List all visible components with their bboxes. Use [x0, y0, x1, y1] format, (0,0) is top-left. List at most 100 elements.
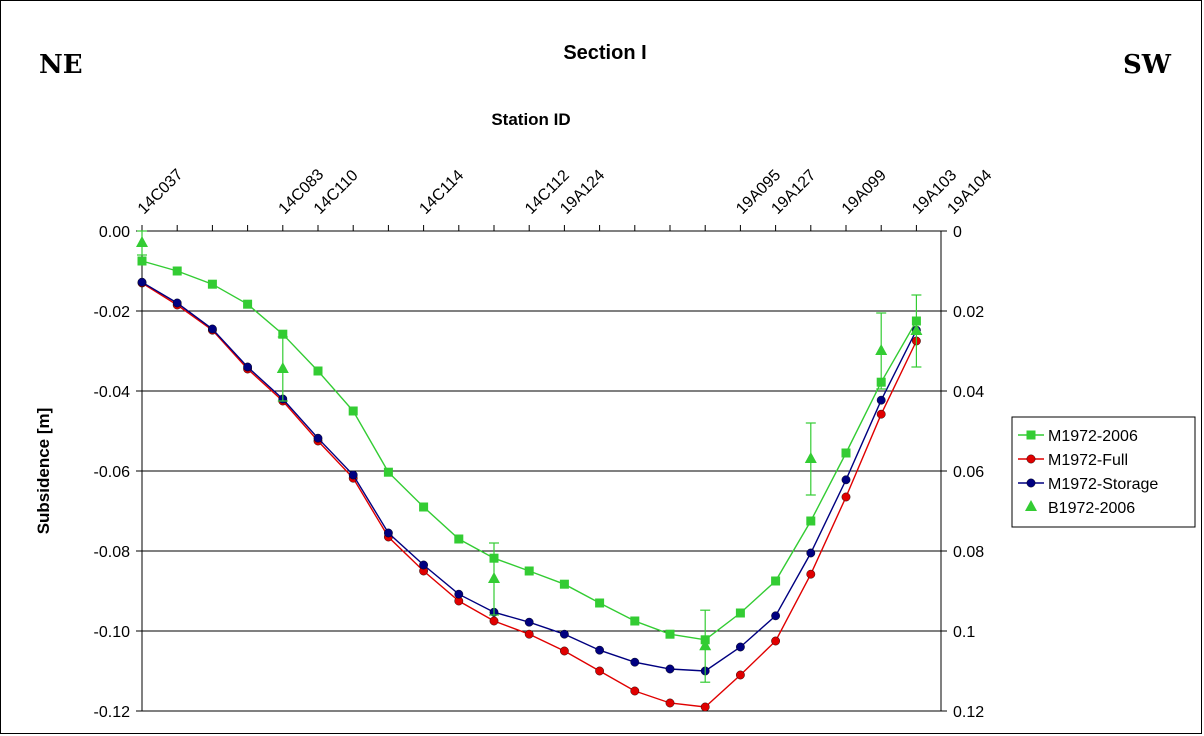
point-marker [665, 698, 675, 708]
series-line [141, 281, 918, 672]
point-marker [348, 406, 358, 416]
point-marker [454, 589, 464, 599]
point-marker [841, 448, 851, 458]
point-marker [595, 598, 605, 608]
y-tick-label-right: 0.1 [953, 624, 975, 641]
point-marker [137, 277, 147, 287]
legend-item: B1972-2006 [1025, 500, 1135, 517]
point-marker [524, 617, 534, 627]
legend: M1972-2006 M1972-Full M1972-Storage B1972-2… [1011, 416, 1196, 528]
point-marker [736, 670, 745, 680]
point-marker [630, 657, 640, 667]
point-marker [172, 298, 182, 308]
legend-label: M1972-2006 [1048, 428, 1138, 445]
y-tick-label-left: 0.00 [99, 224, 130, 241]
point-marker [699, 639, 712, 651]
point-marker [806, 548, 816, 558]
series-line [141, 282, 918, 708]
y-tick-label-right: 0.04 [953, 384, 984, 401]
point-marker [243, 299, 253, 309]
point-marker [875, 344, 888, 355]
point-marker [488, 572, 500, 583]
y-tick-label-left: -0.12 [94, 704, 131, 721]
legend-label: B1972-2006 [1048, 500, 1135, 517]
point-marker [207, 324, 217, 334]
grid-lines [142, 310, 941, 712]
y-tick-label-left: -0.06 [94, 464, 131, 481]
point-marker [560, 629, 569, 639]
point-marker [524, 566, 534, 576]
point-marker [276, 362, 289, 373]
legend-label: M1972-Full [1048, 452, 1128, 469]
ne-direction-label: NE [39, 50, 83, 80]
point-marker [243, 362, 253, 372]
point-marker [876, 395, 886, 405]
station-label: 14C037 [135, 166, 187, 218]
point-marker [313, 366, 323, 376]
point-marker [806, 569, 816, 579]
station-label: 14C114 [416, 167, 467, 218]
point-marker [137, 256, 147, 266]
point-marker [735, 608, 745, 618]
point-marker [804, 452, 817, 463]
point-marker [560, 646, 569, 656]
axes: 0.00 0 -0.02 0.02 -0.04 0.04 -0.06 0.06 -0.08 0.0… [94, 166, 996, 721]
point-marker [489, 616, 499, 626]
point-marker [1025, 500, 1037, 511]
y-tick-label-right: 0.02 [953, 304, 984, 321]
point-marker [595, 666, 604, 676]
point-marker [172, 266, 182, 276]
y-tick-label-right: 0.08 [953, 544, 984, 561]
point-marker [595, 645, 604, 655]
point-marker [771, 611, 780, 621]
point-marker [876, 409, 886, 419]
point-marker [736, 642, 745, 652]
series-layer [136, 230, 923, 712]
point-marker [1026, 430, 1036, 440]
station-label: 19A099 [839, 167, 890, 218]
y-tick-label-right: 0 [953, 224, 962, 241]
point-marker [348, 470, 358, 480]
legend-item: M1972-Full [1018, 452, 1128, 469]
point-marker [207, 279, 217, 289]
point-marker [313, 433, 323, 443]
chart-title: Section I [563, 42, 646, 64]
y-tick-label-left: -0.04 [94, 384, 131, 401]
point-marker [806, 516, 816, 526]
series-b1972-2006 [136, 230, 923, 683]
y-tick-label-left: -0.10 [94, 624, 131, 641]
point-marker [419, 560, 428, 570]
series-m1972-2006 [137, 256, 921, 645]
point-marker [841, 492, 851, 502]
legend-item: M1972-2006 [1018, 428, 1138, 445]
y-tick-label-right: 0.06 [953, 464, 984, 481]
series-m1972-storage [137, 277, 921, 676]
legend-label: M1972-Storage [1048, 476, 1158, 493]
point-marker [278, 329, 288, 339]
point-marker [630, 686, 640, 696]
point-marker [559, 579, 569, 589]
point-marker [524, 629, 534, 639]
point-marker [665, 664, 675, 674]
point-marker [1026, 454, 1036, 464]
point-marker [454, 534, 464, 544]
y-tick-label-left: -0.02 [94, 304, 131, 321]
series-line [141, 260, 918, 641]
point-marker [630, 616, 640, 626]
station-axis-title: Station ID [491, 110, 570, 129]
y-tick-label-left: -0.08 [94, 544, 131, 561]
point-marker [771, 636, 780, 646]
point-marker [383, 528, 393, 538]
point-marker [841, 475, 851, 485]
point-marker [700, 702, 710, 712]
point-marker [910, 324, 923, 335]
legend-item: M1972-Storage [1018, 476, 1158, 493]
point-marker [136, 236, 148, 247]
series-m1972-full [137, 278, 921, 712]
y-axis-title: Subsidence [m] [34, 408, 53, 535]
point-marker [771, 576, 781, 586]
sw-direction-label: SW [1123, 50, 1172, 80]
point-marker [419, 502, 429, 512]
